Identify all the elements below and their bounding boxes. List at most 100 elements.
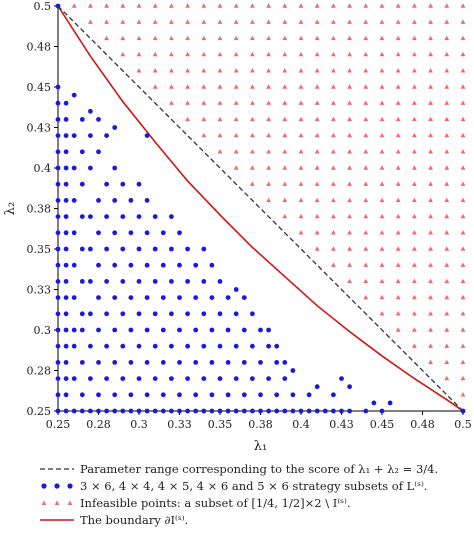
infeasible-triangle-marker xyxy=(428,132,433,138)
feasible-point-marker xyxy=(314,408,320,414)
feasible-point-marker xyxy=(379,408,385,414)
feasible-point-marker xyxy=(250,343,255,349)
infeasible-triangle-marker xyxy=(363,3,369,8)
infeasible-triangle-marker xyxy=(363,278,369,284)
feasible-point-marker xyxy=(339,376,344,381)
infeasible-triangle-marker xyxy=(347,181,352,186)
feasible-point-marker xyxy=(96,392,101,398)
infeasible-triangle-marker xyxy=(314,35,320,41)
legend-item-feasible: 3 × 6, 4 × 4, 4 × 5, 4 × 6 and 5 × 6 str… xyxy=(34,477,470,494)
infeasible-triangle-marker xyxy=(444,294,450,300)
feasible-point-marker xyxy=(250,311,255,317)
infeasible-triangle-marker xyxy=(460,246,466,251)
feasible-point-marker xyxy=(201,311,207,317)
infeasible-triangle-marker xyxy=(460,68,466,73)
feasible-point-marker xyxy=(274,343,280,349)
feasible-point-marker xyxy=(347,408,352,414)
infeasible-triangle-marker xyxy=(363,262,369,267)
infeasible-triangle-marker xyxy=(185,84,190,89)
infeasible-triangle-marker xyxy=(314,3,320,8)
infeasible-triangle-marker xyxy=(395,197,401,203)
feasible-point-marker xyxy=(274,360,280,365)
infeasible-triangle-marker xyxy=(250,51,255,57)
feasible-point-marker xyxy=(266,343,271,349)
infeasible-triangle-marker xyxy=(460,359,466,365)
feasible-point-marker xyxy=(152,246,158,252)
infeasible-triangle-marker xyxy=(169,51,174,57)
infeasible-triangle-marker xyxy=(460,100,466,105)
infeasible-triangle-marker xyxy=(250,68,255,73)
feasible-point-marker xyxy=(88,311,93,317)
infeasible-triangle-marker xyxy=(250,84,255,89)
infeasible-triangle-marker xyxy=(460,311,466,316)
feasible-point-marker xyxy=(136,376,142,381)
infeasible-triangle-marker xyxy=(233,35,239,41)
feasible-point-marker xyxy=(306,392,312,398)
infeasible-triangle-marker xyxy=(169,68,174,73)
infeasible-triangle-marker xyxy=(428,149,433,154)
infeasible-triangle-marker xyxy=(233,51,239,57)
feasible-point-marker xyxy=(120,376,126,381)
infeasible-triangle-marker xyxy=(412,327,417,332)
feasible-point-marker xyxy=(63,165,69,171)
feasible-point-marker xyxy=(144,230,150,236)
feasible-point-marker xyxy=(104,376,109,381)
infeasible-triangle-marker xyxy=(314,51,320,57)
feasible-point-marker xyxy=(55,295,61,300)
feasible-point-marker xyxy=(128,327,134,333)
feasible-point-marker xyxy=(144,408,150,414)
infeasible-triangle-marker xyxy=(444,327,450,332)
infeasible-triangle-marker xyxy=(347,213,352,219)
infeasible-triangle-marker xyxy=(379,213,385,219)
feasible-point-marker xyxy=(104,311,109,317)
infeasible-triangle-marker xyxy=(363,35,369,41)
feasible-point-marker xyxy=(193,262,199,268)
y-tick-label: 0.5 xyxy=(34,0,52,13)
infeasible-triangle-marker xyxy=(233,19,239,24)
feasible-point-marker xyxy=(120,214,126,220)
infeasible-triangle-marker xyxy=(460,132,466,138)
infeasible-triangle-marker xyxy=(428,213,433,219)
y-tick-label: 0.25 xyxy=(27,405,52,418)
feasible-point-marker xyxy=(266,376,271,381)
feasible-point-marker xyxy=(63,198,69,203)
infeasible-triangle-marker xyxy=(282,165,288,170)
infeasible-triangle-marker xyxy=(347,84,352,89)
feasible-point-marker xyxy=(314,384,320,390)
feasible-point-marker xyxy=(88,246,93,252)
infeasible-triangle-marker xyxy=(314,165,320,170)
infeasible-triangle-marker xyxy=(444,100,450,105)
feasible-point-marker xyxy=(112,392,118,398)
infeasible-triangle-marker xyxy=(347,165,352,170)
legend: Parameter range corresponding to the sco… xyxy=(34,460,470,528)
feasible-point-marker xyxy=(63,360,69,365)
feasible-point-marker xyxy=(177,360,182,365)
infeasible-triangle-marker xyxy=(460,213,466,219)
infeasible-triangle-marker xyxy=(444,35,450,41)
feasible-point-marker xyxy=(144,360,150,365)
feasible-point-marker xyxy=(79,408,85,414)
feasible-point-marker xyxy=(193,408,199,414)
feasible-point-marker xyxy=(55,214,61,220)
feasible-point-marker xyxy=(104,214,109,220)
feasible-point-marker xyxy=(225,408,231,414)
feasible-point-marker xyxy=(177,262,182,268)
infeasible-triangle-marker xyxy=(428,246,433,251)
infeasible-triangle-marker xyxy=(217,35,223,41)
infeasible-triangle-marker xyxy=(298,19,304,24)
feasible-point-marker xyxy=(290,368,296,373)
infeasible-triangle-marker xyxy=(444,359,450,365)
feasible-point-marker xyxy=(112,327,118,333)
infeasible-triangle-marker xyxy=(71,3,77,8)
feasible-point-marker xyxy=(71,295,77,300)
feasible-point-marker xyxy=(63,327,69,333)
infeasible-triangle-marker xyxy=(460,327,466,332)
infeasible-triangle-marker xyxy=(136,51,142,57)
feasible-point-marker xyxy=(225,392,231,398)
infeasible-triangle-marker xyxy=(347,116,352,122)
infeasible-triangle-marker xyxy=(331,35,336,41)
feasible-point-marker xyxy=(217,408,223,414)
infeasible-triangle-marker xyxy=(428,311,433,316)
infeasible-triangle-marker xyxy=(460,294,466,300)
infeasible-triangle-marker xyxy=(331,19,336,24)
